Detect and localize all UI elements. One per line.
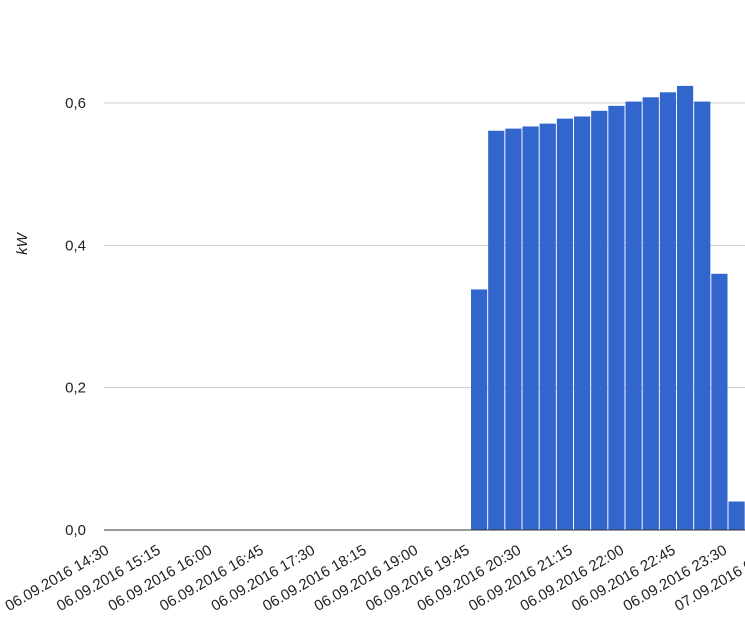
bar[interactable] xyxy=(625,101,642,530)
bar[interactable] xyxy=(573,116,591,531)
bar[interactable] xyxy=(556,118,574,530)
bar[interactable] xyxy=(522,126,539,530)
y-tick-label: 0,0 xyxy=(65,522,86,539)
bar[interactable] xyxy=(470,289,488,530)
bars xyxy=(470,85,745,531)
bar[interactable] xyxy=(659,92,677,531)
y-tick-labels: 0,0 0,2 0,4 0,6 xyxy=(65,95,86,539)
y-tick-label: 0,4 xyxy=(65,237,86,254)
bar[interactable] xyxy=(642,97,659,530)
bar[interactable] xyxy=(711,273,728,530)
bar[interactable] xyxy=(488,130,505,531)
bar[interactable] xyxy=(591,110,608,530)
bar[interactable] xyxy=(694,101,711,530)
y-tick-label: 0,2 xyxy=(65,380,86,397)
bar[interactable] xyxy=(505,128,522,530)
bar[interactable] xyxy=(539,123,556,531)
bar[interactable] xyxy=(728,501,745,530)
bar[interactable] xyxy=(608,105,625,530)
y-tick-label: 0,6 xyxy=(65,95,86,112)
bar[interactable] xyxy=(676,85,694,531)
y-axis-title: kW xyxy=(14,231,31,255)
